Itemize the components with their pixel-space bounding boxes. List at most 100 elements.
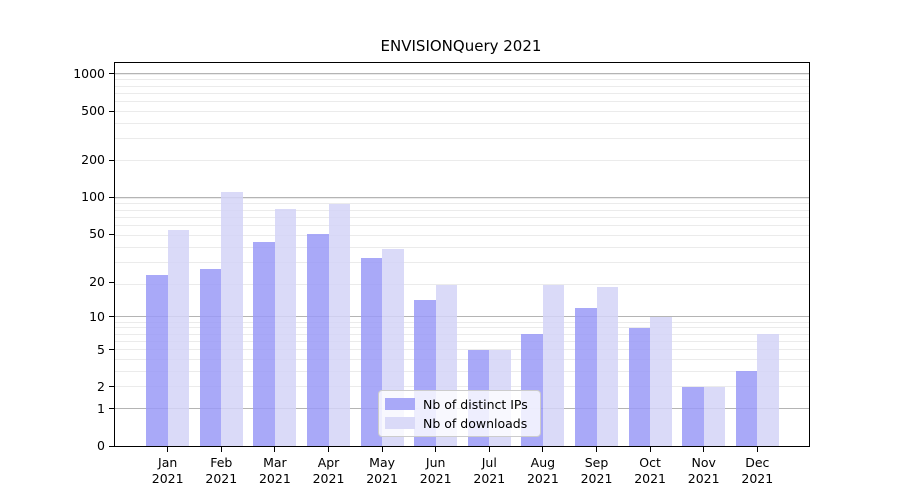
x-tick-label-jan-2021: Jan 2021	[151, 455, 184, 486]
y-tick-label-1: 1	[97, 400, 105, 416]
bar-downloads-jan-2021	[167, 230, 190, 446]
y-tick-20	[109, 281, 114, 283]
legend-item-downloads: Nb of downloads	[385, 415, 537, 432]
legend: Nb of distinct IPs Nb of downloads	[378, 390, 541, 437]
x-tick-label-aug-2021: Aug 2021	[526, 455, 559, 486]
y-gridline-minor	[115, 349, 809, 350]
y-gridline-minor	[115, 101, 809, 102]
legend-swatch-downloads-icon	[385, 417, 415, 429]
bar-distinct-ips-sep-2021	[575, 307, 597, 446]
y-tick-200	[109, 159, 114, 161]
bar-downloads-feb-2021	[221, 192, 243, 446]
x-tick-nov-2021	[703, 447, 705, 452]
bar-downloads-nov-2021	[703, 386, 726, 446]
x-tick-mar-2021	[274, 447, 276, 452]
x-tick-may-2021	[381, 447, 383, 452]
bar-downloads-aug-2021	[542, 284, 565, 446]
y-gridline-minor	[115, 138, 809, 140]
y-gridline-major	[115, 73, 809, 75]
y-gridline-minor	[115, 203, 809, 205]
x-tick-apr-2021	[328, 447, 329, 452]
y-gridline-minor	[115, 340, 809, 342]
y-tick-2	[109, 386, 114, 388]
y-tick-label-10: 10	[89, 308, 105, 324]
bar-distinct-ips-nov-2021	[682, 386, 704, 446]
bar-downloads-dec-2021	[757, 334, 779, 446]
x-tick-label-may-2021: May 2021	[366, 455, 398, 486]
x-tick-sep-2021	[596, 447, 597, 452]
y-tick-label-2: 2	[97, 378, 105, 394]
y-tick-label-1000: 1000	[73, 65, 105, 81]
y-tick-label-0: 0	[97, 438, 105, 453]
x-tick-label-dec-2021: Dec 2021	[741, 455, 774, 486]
x-tick-label-feb-2021: Feb 2021	[205, 455, 238, 486]
y-tick-0	[109, 445, 114, 447]
x-tick-jun-2021	[435, 447, 437, 452]
y-gridline-minor	[115, 92, 809, 94]
y-gridline-major	[115, 196, 809, 198]
y-gridline-minor	[115, 327, 809, 329]
legend-item-distinct-ips: Nb of distinct IPs	[385, 396, 537, 413]
x-tick-dec-2021	[756, 447, 758, 452]
y-tick-label-5: 5	[97, 341, 105, 357]
y-tick-10	[109, 316, 114, 318]
y-tick-1000	[109, 73, 114, 75]
y-gridline-major	[115, 316, 809, 318]
y-gridline-minor	[115, 110, 809, 112]
legend-label-distinct-ips: Nb of distinct IPs	[423, 396, 528, 412]
bar-downloads-sep-2021	[596, 287, 618, 446]
y-tick-label-100: 100	[81, 189, 105, 205]
x-tick-label-oct-2021: Oct 2021	[634, 455, 666, 486]
bar-distinct-ips-feb-2021	[199, 268, 222, 446]
y-gridline-minor	[115, 321, 809, 323]
y-gridline-minor	[115, 246, 809, 248]
y-gridline-minor	[115, 160, 809, 162]
y-tick-5	[109, 349, 114, 350]
y-tick-label-20: 20	[89, 274, 105, 290]
bar-distinct-ips-dec-2021	[735, 371, 758, 446]
y-gridline-minor	[115, 370, 809, 372]
y-gridline-minor	[115, 358, 809, 360]
x-tick-label-jun-2021: Jun 2021	[419, 455, 452, 486]
y-gridline-minor	[115, 333, 809, 335]
x-tick-feb-2021	[220, 447, 222, 452]
y-gridline-minor	[115, 85, 809, 87]
y-tick-50	[109, 233, 114, 235]
x-tick-label-nov-2021: Nov 2021	[687, 455, 720, 486]
chart-title: ENVISIONQuery 2021	[380, 37, 542, 55]
y-tick-100	[109, 196, 114, 198]
x-tick-oct-2021	[649, 447, 651, 452]
bar-downloads-oct-2021	[650, 316, 672, 446]
x-tick-label-sep-2021: Sep 2021	[580, 455, 613, 486]
bar-downloads-apr-2021	[328, 204, 350, 446]
bar-distinct-ips-apr-2021	[307, 234, 329, 446]
y-tick-label-200: 200	[81, 152, 105, 168]
legend-label-downloads: Nb of downloads	[423, 415, 528, 431]
x-tick-jul-2021	[488, 447, 490, 452]
y-gridline-minor	[115, 225, 809, 226]
y-tick-label-500: 500	[81, 103, 105, 119]
x-tick-aug-2021	[542, 447, 544, 452]
legend-swatch-distinct-ips-icon	[385, 398, 415, 410]
y-gridline-minor	[115, 262, 809, 264]
y-gridline-minor	[115, 122, 809, 124]
y-gridline-minor	[115, 386, 809, 388]
x-tick-jan-2021	[167, 447, 169, 452]
y-tick-1	[109, 408, 114, 410]
y-gridline-minor	[115, 284, 809, 286]
y-gridline-minor	[115, 216, 809, 218]
x-tick-label-apr-2021: Apr 2021	[312, 455, 345, 486]
x-tick-label-mar-2021: Mar 2021	[258, 455, 291, 486]
y-tick-500	[109, 110, 114, 112]
y-gridline-minor	[115, 209, 809, 211]
bar-distinct-ips-may-2021	[360, 257, 383, 446]
bar-distinct-ips-mar-2021	[253, 242, 275, 446]
bar-distinct-ips-jan-2021	[146, 274, 168, 446]
y-gridline-minor	[115, 79, 809, 81]
bar-downloads-mar-2021	[274, 209, 297, 446]
bar-distinct-ips-oct-2021	[628, 327, 651, 446]
y-tick-label-50: 50	[89, 226, 105, 242]
y-gridline-minor	[115, 234, 809, 236]
y-gridline-minor	[115, 197, 809, 199]
